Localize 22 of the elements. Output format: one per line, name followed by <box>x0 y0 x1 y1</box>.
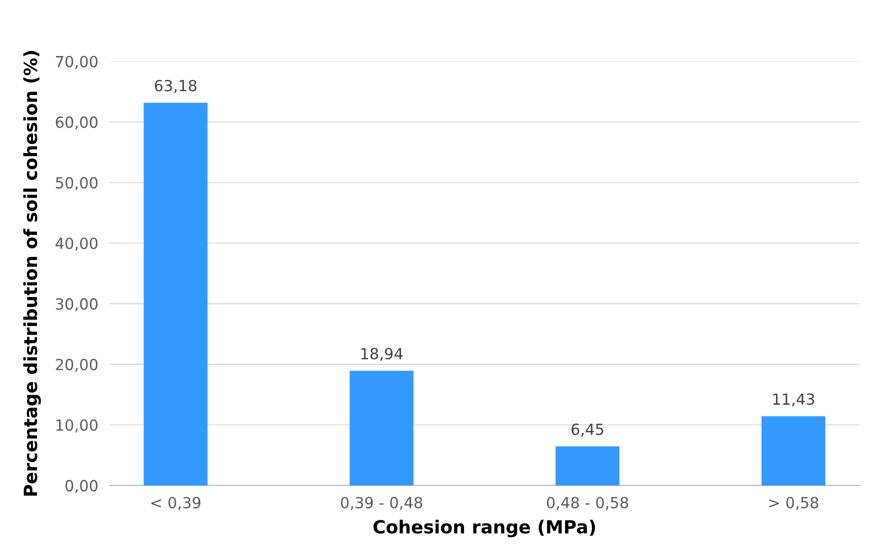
x-axis-title: Cohesion range (MPa) <box>373 520 596 538</box>
y-tick-label: 40,00 <box>56 238 98 251</box>
y-tick-label: 0,00 <box>66 480 98 494</box>
data-label: 6,45 <box>572 424 604 437</box>
data-label: 11,43 <box>773 393 814 406</box>
bar <box>350 370 414 486</box>
x-tick-label: > 0,58 <box>769 496 818 510</box>
data-label: 63,18 <box>154 80 196 93</box>
bar <box>556 446 620 486</box>
y-axis-title: Percentage distribution of soil cohesion (%) <box>23 51 41 496</box>
bar <box>144 102 208 486</box>
y-tick-label: 50,00 <box>56 177 98 190</box>
x-tick-label: 0,39 - 0,48 <box>340 496 422 510</box>
y-tick-label: 30,00 <box>56 298 98 312</box>
data-label: 18,94 <box>361 348 403 361</box>
y-tick-label: 60,00 <box>56 116 98 130</box>
x-tick-label: < 0,39 <box>151 496 200 510</box>
y-tick-label: 10,00 <box>56 419 98 432</box>
y-tick-label: 20,00 <box>56 358 98 372</box>
x-tick-label: 0,48 - 0,58 <box>546 496 628 510</box>
bar <box>762 416 826 486</box>
y-tick-label: 70,00 <box>56 56 98 69</box>
